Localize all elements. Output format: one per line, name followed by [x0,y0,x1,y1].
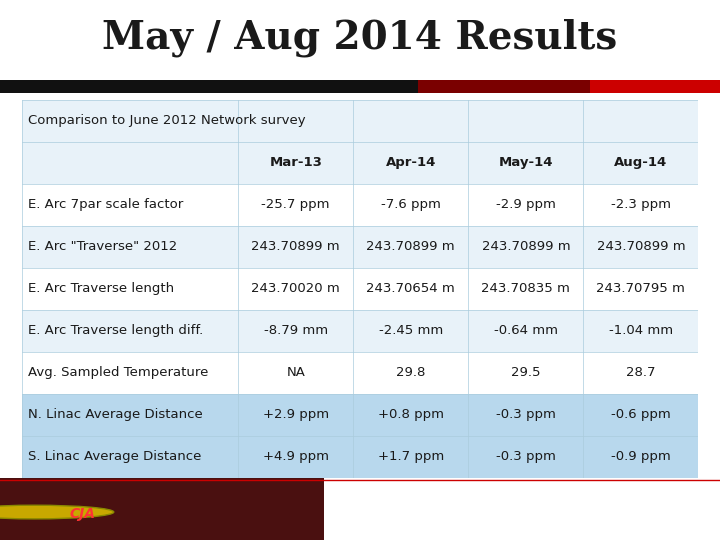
Text: -0.9 ppm: -0.9 ppm [611,450,671,463]
Text: E. Arc Traverse length diff.: E. Arc Traverse length diff. [28,325,204,338]
Bar [22,310,698,352]
Text: 243.70899 m: 243.70899 m [597,240,685,253]
Circle shape [0,505,114,519]
Text: -2.45 mm: -2.45 mm [379,325,443,338]
Text: NA: NA [287,367,305,380]
Text: +2.9 ppm: +2.9 ppm [263,408,329,421]
Bar [22,226,698,268]
Text: 29.8: 29.8 [396,367,426,380]
Text: -0.6 ppm: -0.6 ppm [611,408,671,421]
Text: Jefferson Lab: Jefferson Lab [570,507,683,522]
Text: Mar-13: Mar-13 [269,157,322,170]
Text: -2.9 ppm: -2.9 ppm [496,198,556,211]
Bar [22,184,698,226]
Bar [418,80,720,93]
Text: E. Arc Traverse length: E. Arc Traverse length [28,282,174,295]
Text: May-14: May-14 [498,157,553,170]
Text: -25.7 ppm: -25.7 ppm [261,198,330,211]
Text: Comparison to June 2012 Network survey: Comparison to June 2012 Network survey [28,114,306,127]
Bar [22,394,698,436]
Text: 243.70654 m: 243.70654 m [366,282,455,295]
Text: N. Linac Average Distance: N. Linac Average Distance [28,408,203,421]
Text: +1.7 ppm: +1.7 ppm [377,450,444,463]
Text: 243.70899 m: 243.70899 m [251,240,340,253]
Bar [22,352,698,394]
Bar [590,80,720,93]
Text: Apr-14: Apr-14 [386,157,436,170]
Text: -0.3 ppm: -0.3 ppm [496,450,556,463]
Text: Aug-14: Aug-14 [614,157,667,170]
Text: +4.9 ppm: +4.9 ppm [263,450,329,463]
Text: -2.3 ppm: -2.3 ppm [611,198,671,211]
Bar [22,100,698,142]
Bar [22,142,698,184]
Text: CJA: CJA [70,507,96,521]
Text: -8.79 mm: -8.79 mm [264,325,328,338]
Text: 243.70899 m: 243.70899 m [366,240,455,253]
Text: 28.7: 28.7 [626,367,656,380]
Bar [0,478,324,540]
Bar [0,80,446,93]
Bar [22,268,698,310]
Text: -7.6 ppm: -7.6 ppm [381,198,441,211]
Text: S. Linac Average Distance: S. Linac Average Distance [28,450,202,463]
Text: E. Arc 7par scale factor: E. Arc 7par scale factor [28,198,184,211]
Bar [22,436,698,478]
Text: 243.70020 m: 243.70020 m [251,282,340,295]
Text: -0.64 mm: -0.64 mm [494,325,558,338]
Text: -0.3 ppm: -0.3 ppm [496,408,556,421]
Text: +0.8 ppm: +0.8 ppm [378,408,444,421]
Text: 243.70899 m: 243.70899 m [482,240,570,253]
Text: Avg. Sampled Temperature: Avg. Sampled Temperature [28,367,209,380]
Text: E. Arc "Traverse" 2012: E. Arc "Traverse" 2012 [28,240,178,253]
Text: 29.5: 29.5 [511,367,541,380]
Text: -1.04 mm: -1.04 mm [609,325,673,338]
Text: 243.70795 m: 243.70795 m [596,282,685,295]
Text: 243.70835 m: 243.70835 m [482,282,570,295]
Text: May / Aug 2014 Results: May / Aug 2014 Results [102,18,618,57]
